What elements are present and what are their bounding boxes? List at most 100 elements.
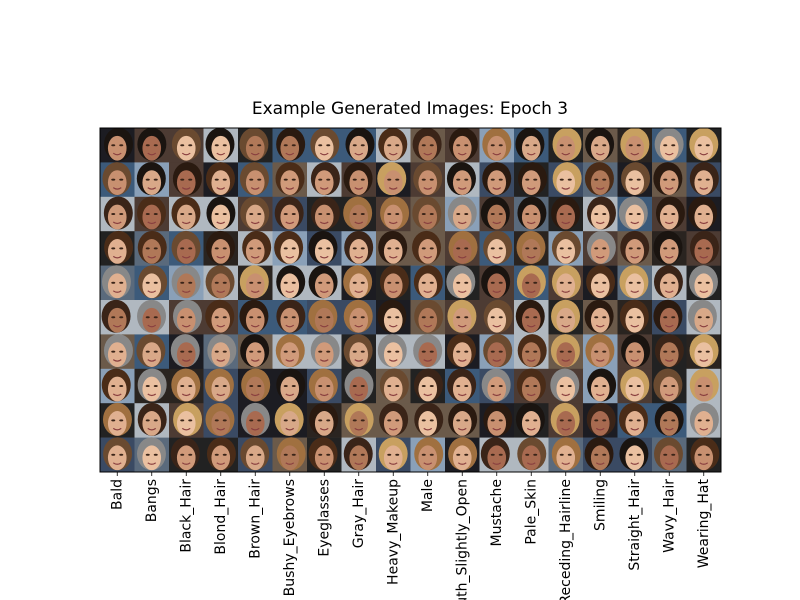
face-eye xyxy=(421,453,426,456)
face-eye xyxy=(628,178,633,181)
face-mouth xyxy=(595,187,605,190)
generated-face xyxy=(272,437,308,473)
face-mouth xyxy=(250,255,260,259)
face-skin xyxy=(349,135,369,161)
face-mouth xyxy=(250,221,260,225)
face-skin xyxy=(245,170,265,195)
face-mouth xyxy=(354,462,364,465)
generated-face xyxy=(479,230,515,266)
generated-face xyxy=(134,299,170,335)
face-mouth xyxy=(388,324,398,328)
face-eye xyxy=(490,247,495,250)
face-skin xyxy=(107,273,127,299)
face-skin xyxy=(211,376,231,402)
generated-face xyxy=(307,230,342,266)
generated-face xyxy=(272,334,308,370)
face-skin xyxy=(349,376,369,402)
generated-face xyxy=(583,230,618,266)
face-eye xyxy=(525,385,530,387)
generated-face xyxy=(548,299,584,335)
face-skin xyxy=(659,342,679,367)
face-skin xyxy=(280,376,300,402)
face-eye xyxy=(456,350,461,353)
face-mouth xyxy=(423,255,433,259)
face-skin xyxy=(211,239,231,264)
generated-face xyxy=(686,265,722,301)
face-mouth xyxy=(147,255,157,259)
face-mouth xyxy=(147,290,157,293)
face-eye xyxy=(153,247,158,250)
face-mouth xyxy=(526,152,536,156)
face-eye xyxy=(214,350,219,353)
generated-face xyxy=(169,402,204,438)
face-mouth xyxy=(699,427,709,431)
face-eye xyxy=(214,178,219,181)
face-eye xyxy=(663,453,668,456)
face-eye xyxy=(498,247,503,250)
generated-face xyxy=(410,299,446,335)
face-skin xyxy=(142,239,162,264)
face-skin xyxy=(107,376,127,402)
face-eye xyxy=(636,316,641,319)
face-eye xyxy=(705,419,710,422)
face-eye xyxy=(326,350,331,353)
face-eye xyxy=(291,213,296,215)
face-skin xyxy=(418,411,438,436)
generated-face xyxy=(376,196,411,232)
face-eye xyxy=(111,213,116,215)
face-eye xyxy=(318,419,323,422)
face-mouth xyxy=(457,187,467,190)
face-eye xyxy=(214,316,219,319)
face-eye xyxy=(395,385,400,387)
face-mouth xyxy=(216,255,226,259)
face-eye xyxy=(559,247,564,250)
face-mouth xyxy=(147,359,157,362)
face-eye xyxy=(559,419,564,422)
face-eye xyxy=(464,316,469,319)
face-skin xyxy=(314,273,334,299)
face-mouth xyxy=(457,393,467,397)
face-mouth xyxy=(250,393,260,397)
face-eye xyxy=(429,350,434,353)
face-eye xyxy=(498,144,503,147)
face-eye xyxy=(188,453,193,456)
face-eye xyxy=(111,247,116,250)
face-skin xyxy=(314,307,334,333)
face-eye xyxy=(291,453,296,456)
face-mouth xyxy=(319,187,329,190)
face-skin xyxy=(349,273,369,299)
generated-face xyxy=(410,162,446,198)
face-eye xyxy=(283,419,288,422)
generated-face xyxy=(410,402,446,438)
generated-face xyxy=(169,437,204,473)
face-eye xyxy=(352,385,357,387)
generated-face xyxy=(479,368,515,404)
face-skin xyxy=(383,376,403,402)
face-eye xyxy=(318,350,323,353)
face-mouth xyxy=(664,324,674,328)
face-skin xyxy=(314,204,334,230)
face-eye xyxy=(153,453,158,456)
face-eye xyxy=(663,316,668,319)
face-skin xyxy=(211,135,231,161)
generated-face xyxy=(617,162,653,198)
face-mouth xyxy=(664,359,674,362)
face-eye xyxy=(421,385,426,387)
face-eye xyxy=(318,213,323,215)
face-skin xyxy=(521,239,541,264)
face-mouth xyxy=(457,462,467,465)
face-skin xyxy=(142,445,162,471)
face-skin xyxy=(625,342,645,367)
generated-face xyxy=(445,127,480,163)
face-eye xyxy=(525,213,530,215)
face-eye xyxy=(421,213,426,215)
face-eye xyxy=(464,281,469,284)
face-mouth xyxy=(457,359,467,362)
face-mouth xyxy=(492,324,502,328)
generated-face xyxy=(548,127,584,163)
generated-face xyxy=(376,437,411,473)
face-mouth xyxy=(526,427,536,431)
face-eye xyxy=(387,247,392,250)
face-skin xyxy=(383,239,403,264)
generated-face xyxy=(686,402,722,438)
